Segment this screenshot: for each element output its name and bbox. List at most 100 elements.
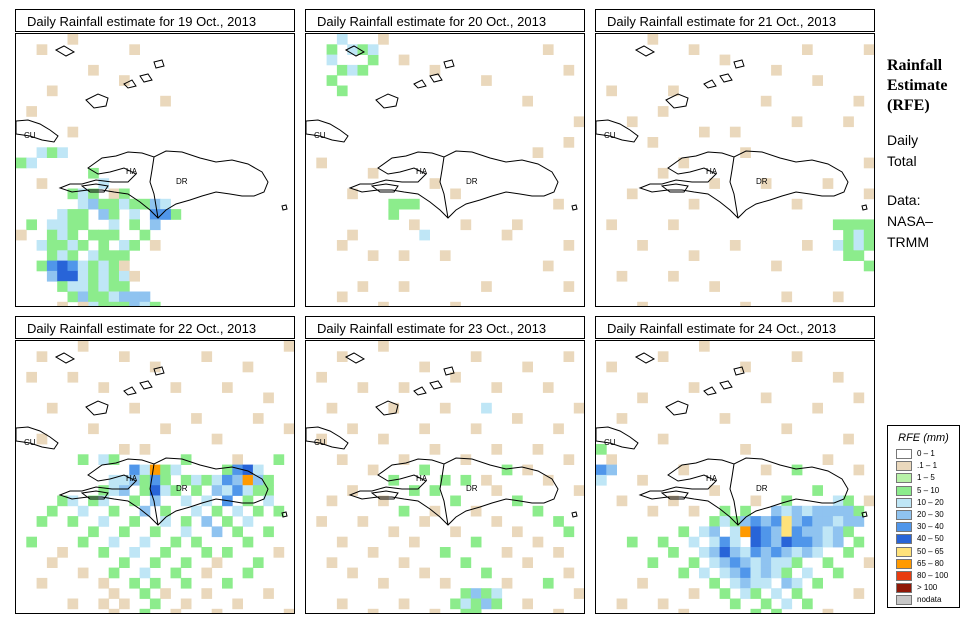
- rainfall-cell: [822, 608, 834, 613]
- rainfall-cell: [491, 598, 503, 610]
- rainfall-cell: [491, 516, 503, 527]
- rainfall-cell: [771, 64, 782, 76]
- source-line: NASA–: [887, 213, 933, 229]
- rainfall-cell: [201, 516, 213, 527]
- rainfall-panel-oct21: Daily Rainfall estimate for 21 Oct., 201…: [595, 9, 875, 307]
- rainfall-cell: [439, 474, 451, 486]
- rainfall-cell: [77, 505, 89, 517]
- rainfall-cell: [211, 485, 223, 496]
- coastline: [429, 380, 443, 390]
- rainfall-cell: [283, 608, 294, 613]
- panel-title: Daily Rainfall estimate for 20 Oct., 201…: [305, 9, 585, 32]
- rainfall-cell: [616, 413, 628, 424]
- rainfall-cell: [501, 464, 513, 476]
- rainfall-cell: [647, 557, 659, 568]
- rainfall-cell: [149, 464, 161, 476]
- rainfall-cell: [108, 229, 120, 241]
- rainfall-cell: [160, 547, 171, 558]
- rainfall-cell: [822, 454, 834, 465]
- rainfall-cell: [283, 423, 294, 435]
- legend-label: 40 – 50: [917, 534, 944, 544]
- rainfall-cell: [201, 474, 213, 486]
- rainfall-grid-svg: CU HA DR: [16, 341, 294, 613]
- rainfall-cell: [853, 229, 865, 241]
- rainfall-cell: [88, 229, 99, 241]
- rainfall-cell: [781, 423, 793, 435]
- country-label-cu: CU: [24, 438, 36, 447]
- rainfall-grid-svg: CU HA DR: [16, 34, 288, 306]
- rainfall-cell: [812, 75, 823, 86]
- rainfall-cell: [283, 341, 294, 352]
- rainfall-cell: [460, 454, 472, 465]
- rainfall-cell: [791, 536, 803, 548]
- rainfall-cell: [750, 526, 762, 538]
- rainfall-cell: [729, 567, 741, 579]
- rainfall-cell: [108, 536, 120, 548]
- rainfall-cell: [378, 433, 389, 445]
- coastline: [153, 366, 165, 376]
- rainfall-cell: [843, 495, 854, 507]
- country-label-ha: HA: [416, 474, 428, 483]
- rainfall-cell: [57, 495, 68, 507]
- rainfall-map: CU HA DR: [15, 340, 295, 614]
- rainfall-cell: [668, 495, 679, 507]
- rainfall-cell: [750, 557, 762, 568]
- country-label-dr: DR: [466, 484, 478, 493]
- rainfall-cell: [398, 281, 410, 292]
- rainfall-cell: [398, 598, 410, 610]
- rainfall-cell: [191, 536, 202, 548]
- rainfall-cell: [160, 516, 171, 527]
- rainfall-cell: [802, 567, 813, 579]
- rainfall-cell: [750, 608, 762, 613]
- rainfall-cell: [596, 444, 607, 455]
- rainfall-cell: [688, 198, 700, 210]
- rainfall-cell: [129, 301, 140, 306]
- rainfall-cell: [573, 588, 584, 599]
- rainfall-cell: [760, 598, 772, 610]
- rainfall-cell: [119, 260, 130, 272]
- rainfall-cell: [688, 536, 700, 548]
- legend-swatch: [896, 570, 912, 581]
- rainfall-cell: [429, 485, 441, 496]
- legend-item: 80 – 100: [888, 570, 959, 582]
- rainfall-cell: [201, 547, 213, 558]
- rainfall-cell: [512, 413, 523, 424]
- rainfall-cell: [263, 588, 274, 599]
- rainfall-cell: [347, 485, 358, 496]
- rainfall-cell: [139, 608, 151, 613]
- rainfall-cell: [491, 485, 503, 496]
- rainfall-cell: [98, 281, 110, 292]
- coastline: [58, 150, 269, 219]
- rainfall-cell: [252, 413, 264, 424]
- rainfall-cell: [637, 240, 648, 251]
- rainfall-cell: [67, 126, 79, 138]
- coastline: [348, 150, 559, 219]
- rainfall-map: CU HA DR: [15, 33, 295, 307]
- rainfall-cell: [67, 209, 79, 220]
- rainfall-cell: [57, 260, 68, 272]
- country-label-ha: HA: [706, 474, 718, 483]
- coastline: [596, 119, 639, 143]
- country-label-ha: HA: [126, 474, 138, 483]
- rainfall-cell: [771, 260, 782, 272]
- rainfall-cell: [222, 547, 233, 558]
- rainfall-cell: [688, 588, 700, 599]
- rainfall-cell: [729, 557, 741, 568]
- rainfall-cell: [378, 34, 389, 45]
- rainfall-cell: [647, 34, 659, 45]
- panel-title: Daily Rainfall estimate for 19 Oct., 201…: [15, 9, 295, 32]
- rainfall-cell: [791, 547, 803, 558]
- rainfall-cell: [201, 567, 213, 579]
- legend-swatch: [896, 534, 912, 545]
- rainfall-cell: [542, 44, 554, 55]
- rainfall-cell: [729, 516, 741, 527]
- rainfall-cell: [709, 178, 720, 189]
- rainfall-cell: [36, 240, 48, 251]
- rainfall-cell: [553, 516, 564, 527]
- rainfall-cell: [563, 454, 575, 465]
- rainfall-cell: [326, 54, 338, 66]
- rainfall-cell: [542, 577, 554, 589]
- period-line: Daily: [887, 132, 919, 148]
- rainfall-cell: [180, 557, 192, 568]
- legend-swatch: [896, 485, 912, 496]
